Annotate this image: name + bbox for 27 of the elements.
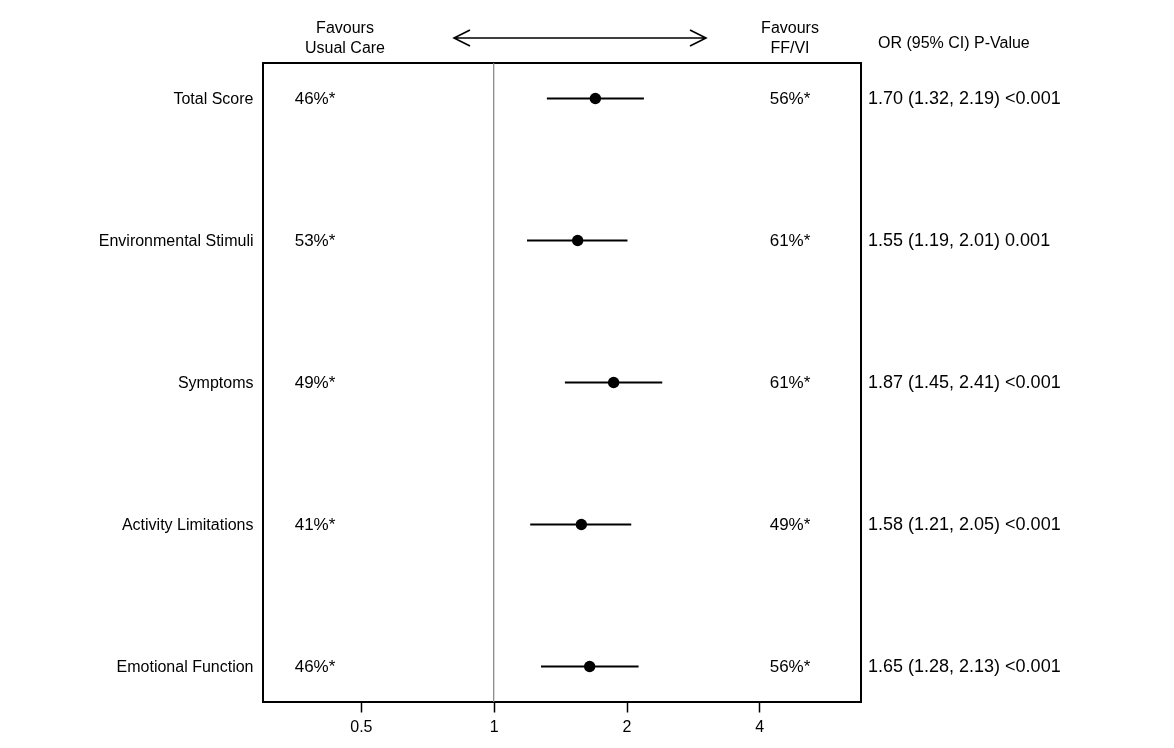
text: 1.70 (1.32, 2.19) <0.001 (868, 87, 1061, 108)
annotation: 56%* (769, 656, 811, 676)
y-tick-label: Activity Limitations (121, 516, 254, 533)
text: Favours FF/VI (761, 19, 819, 56)
text: 1.87 (1.45, 2.41) <0.001 (868, 371, 1061, 392)
annotation: 56%* (769, 88, 811, 108)
annotation: 49%* (294, 372, 336, 392)
text: OR (95% CI) P-Value (878, 34, 1030, 51)
annotation: 53%* (294, 230, 336, 250)
annotation: 46%* (294, 88, 336, 108)
annotation: 61%* (769, 230, 811, 250)
text: 1.58 (1.21, 2.05) <0.001 (868, 513, 1061, 534)
annotation: 61%* (769, 372, 811, 392)
x-tick-label: 2 (622, 717, 632, 735)
y-tick-label: Environmental Stimuli (98, 232, 254, 249)
text: 1.65 (1.28, 2.13) <0.001 (868, 655, 1061, 676)
x-tick-label: 4 (755, 717, 765, 735)
y-tick-label: Emotional Function (116, 658, 254, 675)
text: Favours Usual Care (304, 19, 386, 56)
annotation: 46%* (294, 656, 336, 676)
annotation: 41%* (294, 514, 336, 534)
y-tick-label: Total Score (173, 90, 254, 107)
annotation: 49%* (769, 514, 811, 534)
text: 1.55 (1.19, 2.01) 0.001 (868, 229, 1051, 250)
x-tick-label: 0.5 (350, 717, 373, 735)
x-tick-label: 1 (489, 717, 499, 735)
y-tick-label: Symptoms (177, 374, 254, 391)
